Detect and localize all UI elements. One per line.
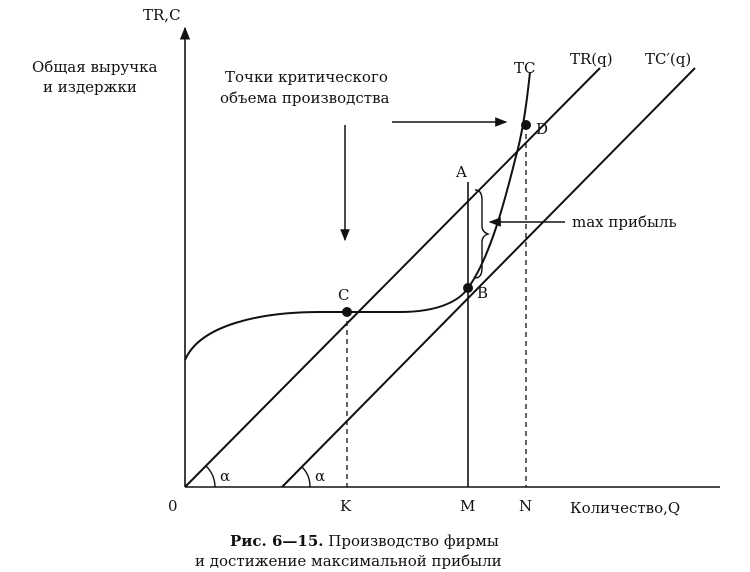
point-b-label: B — [477, 284, 488, 302]
tr-label: TR(q) — [570, 50, 613, 68]
point-c-label: C — [338, 286, 349, 304]
angle-arc-tc-prime — [301, 466, 311, 488]
tick-label-n: N — [519, 497, 532, 515]
tc-label: TC — [514, 59, 535, 77]
origin-label: 0 — [168, 497, 178, 515]
critical-points-line2: объема производства — [220, 89, 390, 107]
caption-number: Рис. 6—15. — [230, 532, 324, 550]
profit-brace — [474, 189, 491, 279]
angle-arc-tr — [205, 465, 216, 488]
y-axis-label: TR,C — [143, 6, 181, 24]
x-axis-label: Количество,Q — [570, 499, 680, 517]
alpha-label-2: α — [315, 467, 325, 485]
point-a-label: A — [455, 163, 467, 181]
tc-curve — [184, 71, 531, 361]
point-b — [463, 283, 473, 293]
caption-line2: и достижение максимальной прибыли — [195, 552, 502, 570]
tr-line — [184, 67, 601, 488]
point-c — [342, 307, 352, 317]
point-d-label: D — [536, 120, 548, 138]
tc-prime-label: TC′(q) — [645, 50, 691, 68]
y-axis-title-line1: Общая выручка — [32, 58, 158, 76]
caption-line1: Рис. 6—15. Производство фирмы — [230, 532, 499, 550]
tick-label-k: K — [340, 497, 352, 515]
tc-prime-line — [281, 67, 696, 488]
tick-label-m: M — [460, 497, 475, 515]
max-profit-label: max прибыль — [572, 213, 677, 231]
caption-line1-rest: Производство фирмы — [324, 532, 499, 550]
critical-points-line1: Точки критического — [225, 68, 388, 86]
y-axis-title-line2: и издержки — [43, 78, 137, 96]
alpha-label-1: α — [220, 467, 230, 485]
point-d — [521, 120, 531, 130]
